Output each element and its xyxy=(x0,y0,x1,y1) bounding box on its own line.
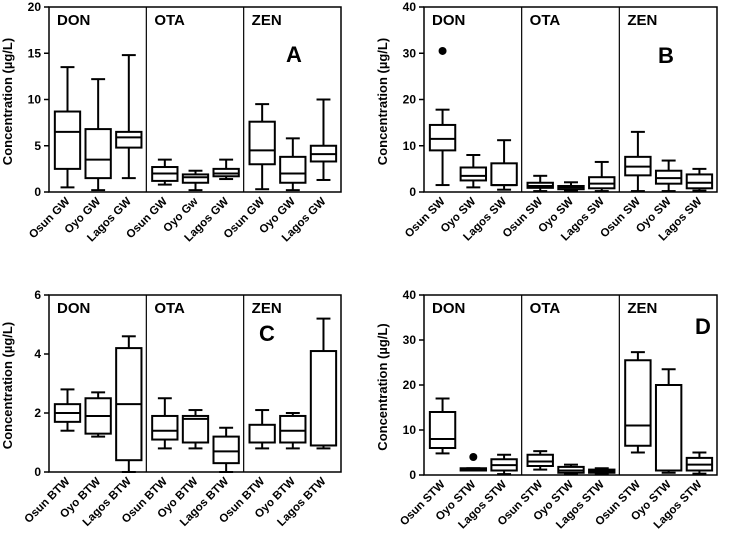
y-tick-label: 40 xyxy=(403,0,417,14)
group-label: DON xyxy=(432,300,465,317)
box xyxy=(490,162,518,187)
panel-label: D xyxy=(695,314,711,339)
box xyxy=(459,166,488,182)
group-label: OTA xyxy=(530,12,561,29)
group-label: OTA xyxy=(154,300,185,317)
box xyxy=(115,130,143,149)
box xyxy=(685,173,714,190)
box xyxy=(212,435,240,465)
y-tick-label: 20 xyxy=(403,378,417,392)
y-tick-label: 10 xyxy=(403,423,417,437)
y-tick-label: 4 xyxy=(34,347,41,361)
outlier-point xyxy=(438,46,447,55)
box xyxy=(248,423,276,444)
outlier-point xyxy=(469,453,478,461)
x-category-label: Osun SW xyxy=(501,196,546,241)
box xyxy=(624,359,652,447)
y-tick-label: 15 xyxy=(28,46,42,60)
group-label: ZEN xyxy=(627,12,657,29)
y-axis-label: Concentration (µg/L) xyxy=(375,323,390,450)
y-tick-label: 0 xyxy=(409,468,416,482)
y-tick-label: 30 xyxy=(403,333,417,347)
box xyxy=(279,155,307,184)
panel-label: A xyxy=(286,42,302,67)
box xyxy=(181,414,210,444)
y-tick-label: 20 xyxy=(28,0,42,14)
y-axis-label: Concentration (µg/L) xyxy=(0,322,15,449)
y-tick-label: 0 xyxy=(409,185,416,199)
box xyxy=(53,110,82,170)
panel-label: C xyxy=(259,321,275,346)
group-label: DON xyxy=(432,12,465,29)
group-label: OTA xyxy=(154,12,185,29)
y-tick-label: 40 xyxy=(403,288,417,302)
group-label: DON xyxy=(57,300,90,317)
box xyxy=(309,350,338,447)
box xyxy=(428,123,457,152)
box xyxy=(654,384,683,472)
group-label: OTA xyxy=(530,300,561,317)
box xyxy=(279,414,307,444)
panel-label: B xyxy=(658,43,674,68)
box xyxy=(526,453,554,467)
x-category-label: Osun SW xyxy=(598,196,643,241)
group-label: ZEN xyxy=(252,300,282,317)
group-label: ZEN xyxy=(627,300,657,317)
y-tick-label: 30 xyxy=(403,46,417,60)
box xyxy=(151,414,179,441)
y-axis-label: Concentration (µg/L) xyxy=(0,38,15,165)
group-label: ZEN xyxy=(252,12,282,29)
box xyxy=(84,128,112,180)
box xyxy=(248,120,276,166)
y-tick-label: 10 xyxy=(28,93,42,107)
group-label: DON xyxy=(57,12,90,29)
box xyxy=(181,173,210,184)
y-tick-label: 5 xyxy=(34,139,41,153)
x-category-label: Osun GW xyxy=(27,196,73,242)
y-tick-label: 20 xyxy=(403,93,417,107)
y-tick-label: 0 xyxy=(34,465,41,479)
y-tick-label: 10 xyxy=(403,139,417,153)
y-axis-label: Concentration (µg/L) xyxy=(375,38,390,165)
y-tick-label: 2 xyxy=(34,406,41,420)
panel-frame xyxy=(423,6,718,193)
panel-frame xyxy=(48,294,342,473)
y-tick-label: 0 xyxy=(34,185,41,199)
y-tick-label: 6 xyxy=(34,288,41,302)
box xyxy=(428,411,457,449)
x-category-label: Osun SW xyxy=(403,196,448,241)
